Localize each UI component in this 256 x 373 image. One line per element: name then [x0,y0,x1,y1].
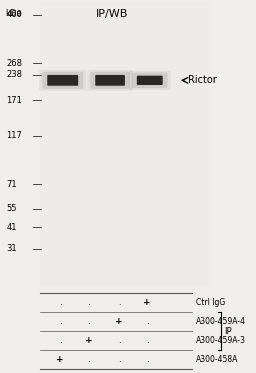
FancyBboxPatch shape [132,73,167,88]
Text: 55: 55 [6,204,17,213]
Text: +: + [84,336,92,345]
Text: IP: IP [225,326,232,336]
Text: .: . [87,317,90,326]
Text: A300-458A: A300-458A [196,355,238,364]
FancyBboxPatch shape [129,71,170,90]
Text: .: . [146,355,148,364]
Text: .: . [118,298,120,307]
Text: kDa: kDa [5,9,22,18]
Text: 268: 268 [6,59,23,68]
Text: .: . [146,336,148,345]
Text: +: + [115,317,123,326]
Text: .: . [118,355,120,364]
Bar [40,2,210,287]
Text: .: . [59,317,61,326]
FancyBboxPatch shape [42,72,83,89]
Text: 41: 41 [6,223,17,232]
Text: Rictor: Rictor [188,75,217,85]
Text: 31: 31 [6,244,17,253]
Text: .: . [118,336,120,345]
Text: A300-459A-4: A300-459A-4 [196,317,246,326]
FancyBboxPatch shape [95,75,125,86]
Text: IP/WB: IP/WB [96,9,128,19]
FancyBboxPatch shape [137,76,163,85]
Text: Ctrl IgG: Ctrl IgG [196,298,225,307]
Text: .: . [146,317,148,326]
FancyBboxPatch shape [47,75,78,86]
FancyBboxPatch shape [90,72,130,89]
Text: .: . [87,355,90,364]
Text: 117: 117 [6,131,22,141]
Text: 71: 71 [6,180,17,189]
Text: .: . [87,298,90,307]
Text: .: . [59,298,61,307]
Text: A300-459A-3: A300-459A-3 [196,336,246,345]
FancyBboxPatch shape [87,70,133,91]
Text: 460: 460 [6,10,22,19]
Text: .: . [59,336,61,345]
Text: +: + [143,298,151,307]
Text: 171: 171 [6,96,22,105]
Text: 238: 238 [6,70,23,79]
Text: +: + [56,355,64,364]
FancyBboxPatch shape [39,70,86,91]
